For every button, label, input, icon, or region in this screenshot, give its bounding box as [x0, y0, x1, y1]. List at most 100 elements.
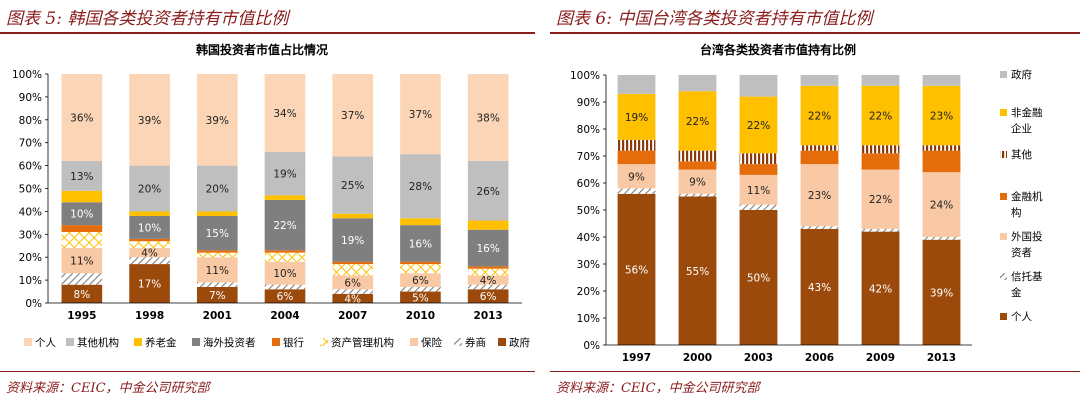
data-label: 13%: [70, 171, 93, 183]
legend-swatch: [1000, 109, 1007, 116]
legend-item-series-4: 其他: [1000, 148, 1033, 161]
bar-segment-series-2: [264, 261, 306, 285]
y-tick-label: 30%: [19, 229, 42, 241]
legend-item-series-6: 养老金: [134, 336, 177, 349]
data-label: 34%: [273, 108, 296, 120]
data-label: 11%: [747, 185, 770, 197]
bar-segment-series-0: [922, 239, 961, 345]
x-tick-label: 2007: [338, 310, 367, 322]
bar-segment-series-1: [196, 282, 238, 287]
bar-segment-series-0: [196, 286, 238, 303]
chart-title: 韩国投资者市值占比情况: [196, 42, 328, 57]
bar-segment-series-3: [129, 241, 170, 249]
data-label: 43%: [808, 282, 831, 294]
data-label: 36%: [70, 113, 93, 125]
bar-segment-series-7: [196, 165, 238, 212]
bar-segment-series-8: [61, 74, 103, 162]
bar-segment-series-4: [800, 145, 839, 151]
data-label: 38%: [476, 113, 499, 125]
bar-segment-series-0: [61, 284, 103, 303]
bar-segment-series-1: [739, 204, 778, 210]
legend-swatch: [454, 338, 462, 346]
data-label: 15%: [206, 228, 229, 240]
taiwan-panel: 图表 6: 中国台湾各类投资者持有市值比例 台湾各类投资者市值持有比例 0% 10%…: [550, 0, 1080, 403]
figure-6-source: 资料来源：CEIC，中金公司研究部: [556, 381, 760, 396]
y-tick-label: 90%: [19, 92, 42, 104]
legend-item-series-0: 政府: [498, 336, 530, 349]
bar-segment-series-7: [467, 161, 509, 221]
bar-segment-series-2: [922, 172, 961, 237]
data-label: 26%: [476, 186, 499, 198]
legend-label: 其他: [1011, 148, 1033, 161]
bar-segment-series-1: [800, 226, 839, 229]
data-label: 55%: [686, 266, 709, 278]
bar-segment-series-3: [196, 252, 238, 258]
legend-swatch: [66, 338, 74, 346]
bar-segment-series-4: [196, 250, 238, 253]
bar-segment-series-0: [400, 291, 441, 303]
data-label: 10%: [70, 209, 93, 221]
bar-segment-series-1: [861, 228, 900, 232]
x-tick-label: 2010: [406, 310, 435, 322]
data-label: 37%: [409, 109, 432, 121]
bar-segment-series-6: [922, 75, 961, 86]
data-label: 10%: [138, 222, 161, 234]
data-label: 17%: [138, 279, 161, 291]
data-label: 19%: [625, 112, 648, 124]
bar-segment-series-3: [400, 264, 441, 274]
bar-segment-series-3: [739, 164, 778, 175]
bar-segment-series-5: [129, 215, 170, 239]
y-tick-label: 80%: [577, 124, 600, 136]
data-label: 8%: [74, 289, 91, 301]
bar-segment-series-8: [400, 74, 441, 155]
y-tick-label: 20%: [577, 286, 600, 298]
bar-segment-series-3: [800, 150, 839, 165]
bar-segment-series-2: [800, 164, 839, 227]
legend-item-series-2: 保险: [410, 336, 442, 349]
data-label: 22%: [686, 116, 709, 128]
legend-swatch: [272, 338, 280, 346]
data-label: 4%: [141, 248, 158, 260]
y-tick-label: 70%: [577, 151, 600, 163]
y-tick-label: 50%: [577, 205, 600, 217]
legend-item-series-6: 政府: [1000, 68, 1032, 81]
bar-segment-series-6: [264, 195, 306, 200]
data-label: 42%: [869, 283, 892, 295]
bar-segment-series-5: [800, 85, 839, 146]
heading-rule: [550, 32, 1080, 34]
data-label: 20%: [206, 184, 229, 196]
data-label: 16%: [476, 243, 499, 255]
legend-label: 企业: [1011, 122, 1032, 135]
legend-swatch: [1000, 71, 1007, 78]
bar-segment-series-8: [129, 74, 170, 166]
bar-segment-series-1: [617, 188, 656, 194]
legend-item-series-4: 银行: [272, 336, 304, 349]
x-tick-label: 2013: [474, 310, 503, 322]
data-label: 6%: [412, 275, 429, 287]
bar-segment-series-2: [129, 248, 170, 258]
y-tick-label: 30%: [577, 259, 600, 271]
bar-segment-series-2: [332, 275, 374, 290]
bar-segment-series-4: [467, 266, 509, 269]
data-label: 19%: [341, 235, 364, 247]
legend-swatch: [498, 338, 506, 346]
bar-segment-series-3: [861, 153, 900, 170]
legend-label: 其他机构: [77, 336, 119, 349]
data-label: 22%: [869, 111, 892, 123]
footer-rule: [0, 371, 535, 372]
legend-swatch: [320, 338, 328, 346]
legend-item-series-1: 券商: [454, 336, 486, 349]
y-tick-label: 60%: [19, 161, 42, 173]
bar-segment-series-7: [264, 151, 306, 196]
bar-segment-series-5: [196, 215, 238, 251]
legend-label: 养老金: [145, 336, 177, 349]
x-tick-label: 1997: [622, 352, 651, 364]
bar-segment-series-4: [400, 261, 441, 265]
taiwan-stacked-bar-chart: 台湾各类投资者市值持有比例 0% 10% 20% 30% 40% 50% 60% 70% 80% 9…: [570, 42, 1043, 364]
bar-segment-series-3: [617, 150, 656, 165]
legend-swatch: [410, 338, 418, 346]
x-tick-label: 2000: [683, 352, 712, 364]
bar-segment-series-5: [922, 85, 961, 146]
data-label: 24%: [930, 200, 953, 212]
